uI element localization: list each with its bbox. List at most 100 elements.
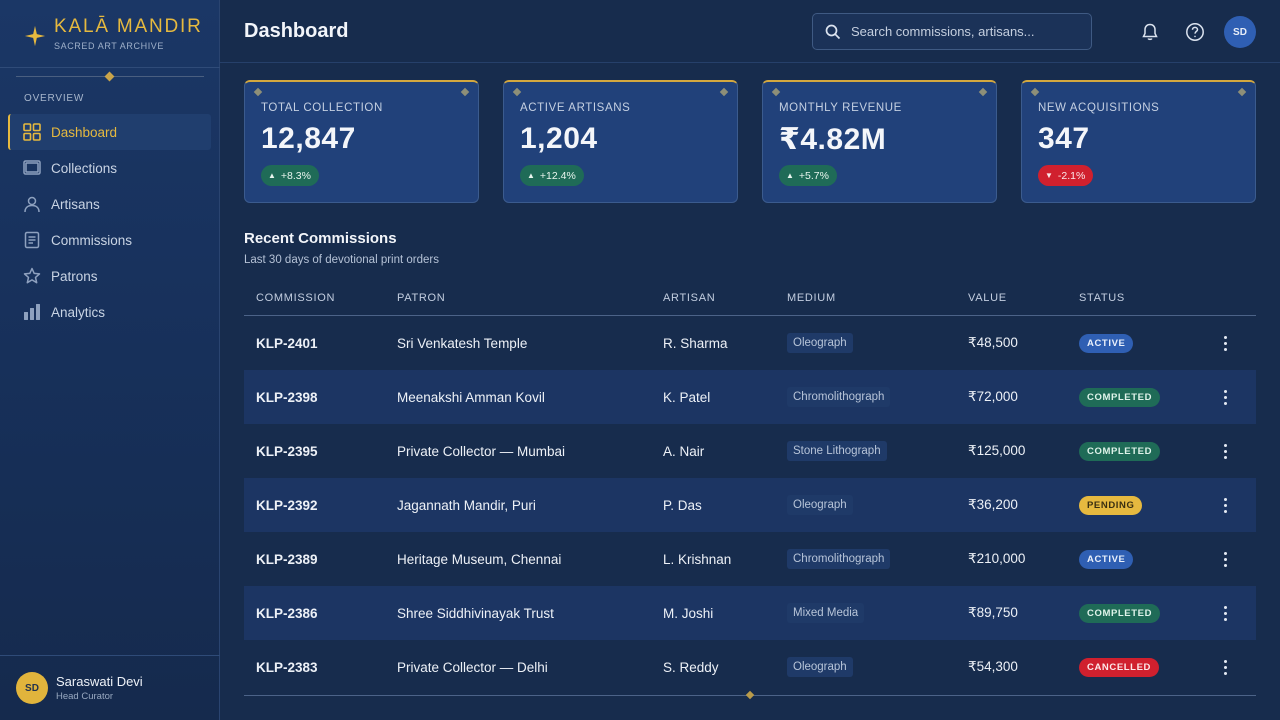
more-options-icon[interactable] xyxy=(1219,605,1231,621)
table-row[interactable]: KLP-2395 Private Collector — Mumbai A. N… xyxy=(244,424,1256,478)
artisan-name: A. Nair xyxy=(663,443,705,459)
divider xyxy=(0,67,220,68)
status-badge: COMPLETED xyxy=(1079,603,1161,623)
sidebar-item-commissions[interactable]: Commissions xyxy=(8,222,211,258)
sidebar-item-label: Artisans xyxy=(51,196,100,212)
medium-tag: Chromolithograph xyxy=(787,549,891,569)
commission-id: KLP-2395 xyxy=(256,443,318,459)
sidebar-item-label: Collections xyxy=(51,160,118,176)
stat-card-new-acquisitions[interactable]: NEW ACQUISITIONS 347 ▼ -2.1% xyxy=(1021,80,1256,203)
more-options-icon[interactable] xyxy=(1219,335,1231,351)
commission-id: KLP-2398 xyxy=(256,389,318,405)
commission-id: KLP-2401 xyxy=(256,335,318,351)
delta-badge: ▲ +8.3% xyxy=(261,165,319,186)
delta-badge: ▼ -2.1% xyxy=(1038,165,1094,186)
commission-id: KLP-2389 xyxy=(256,551,318,567)
patron-name: Private Collector — Mumbai xyxy=(397,443,566,459)
stat-label: ACTIVE ARTISANS xyxy=(520,102,631,114)
column-header-value[interactable]: VALUE xyxy=(968,291,1007,304)
more-options-icon[interactable] xyxy=(1219,551,1231,567)
status-badge: CANCELLED xyxy=(1079,657,1159,677)
nav-section-heading: OVERVIEW xyxy=(24,93,85,104)
artisan-name: L. Krishnan xyxy=(663,551,732,567)
sidebar-item-patrons[interactable]: Patrons xyxy=(8,258,211,294)
stat-card-active-artisans[interactable]: ACTIVE ARTISANS 1,204 ▲ +12.4% xyxy=(503,80,738,203)
column-header-medium[interactable]: MEDIUM xyxy=(787,291,836,304)
artisan-name: K. Patel xyxy=(663,389,711,405)
section-title: Recent Commissions xyxy=(244,230,397,247)
delta-value: +8.3% xyxy=(280,169,311,182)
more-options-icon[interactable] xyxy=(1219,389,1231,405)
brand-logo[interactable]: KALĀ MANDIR SACRED ART ARCHIVE xyxy=(24,16,203,51)
commission-value: ₹89,750 xyxy=(968,605,1018,620)
status-badge: COMPLETED xyxy=(1079,441,1161,461)
delta-badge: ▲ +5.7% xyxy=(779,165,837,186)
bar-chart-icon xyxy=(23,303,41,321)
help-icon[interactable] xyxy=(1185,22,1205,42)
artisan-name: S. Reddy xyxy=(663,659,719,675)
status-badge: COMPLETED xyxy=(1079,387,1161,407)
table-row[interactable]: KLP-2383 Private Collector — Delhi S. Re… xyxy=(244,640,1256,694)
status-badge: ACTIVE xyxy=(1079,333,1134,353)
table-row[interactable]: KLP-2389 Heritage Museum, Chennai L. Kri… xyxy=(244,532,1256,586)
commission-id: KLP-2392 xyxy=(256,497,318,513)
more-options-icon[interactable] xyxy=(1219,443,1231,459)
bell-icon[interactable] xyxy=(1140,22,1160,42)
delta-value: +5.7% xyxy=(798,169,829,182)
delta-value: -2.1% xyxy=(1057,169,1086,182)
divider xyxy=(220,62,1280,63)
delta-value: +12.4% xyxy=(539,169,576,182)
medium-tag: Oleograph xyxy=(787,495,853,515)
patron-name: Shree Siddhivinayak Trust xyxy=(397,605,554,621)
column-header-commission[interactable]: COMMISSION xyxy=(256,291,336,304)
sidebar-item-label: Dashboard xyxy=(51,124,118,140)
patron-name: Heritage Museum, Chennai xyxy=(397,551,562,567)
patron-name: Meenakshi Amman Kovil xyxy=(397,389,545,405)
sparkle-icon xyxy=(24,25,46,46)
table-row[interactable]: KLP-2401 Sri Venkatesh Temple R. Sharma … xyxy=(244,316,1256,370)
sidebar-item-collections[interactable]: Collections xyxy=(8,150,211,186)
sidebar-item-dashboard[interactable]: Dashboard xyxy=(8,114,211,150)
search-input[interactable] xyxy=(851,24,1091,39)
commission-value: ₹54,300 xyxy=(968,659,1018,674)
user-profile[interactable]: SD Saraswati Devi Head Curator xyxy=(16,672,143,704)
column-header-status[interactable]: STATUS xyxy=(1079,291,1125,304)
table-row[interactable]: KLP-2398 Meenakshi Amman Kovil K. Patel … xyxy=(244,370,1256,424)
more-options-icon[interactable] xyxy=(1219,497,1231,513)
more-options-icon[interactable] xyxy=(1219,659,1231,675)
commission-value: ₹72,000 xyxy=(968,389,1018,404)
arrow-up-icon: ▲ xyxy=(786,171,794,180)
search-box[interactable] xyxy=(812,13,1092,50)
brand-name: KALĀ MANDIR xyxy=(54,16,203,37)
commission-value: ₹48,500 xyxy=(968,335,1018,350)
sidebar-item-label: Commissions xyxy=(51,232,133,248)
patron-name: Sri Venkatesh Temple xyxy=(397,335,528,351)
status-badge: PENDING xyxy=(1079,495,1143,515)
frame-icon xyxy=(23,159,41,177)
avatar: SD xyxy=(16,672,48,704)
commission-value: ₹210,000 xyxy=(968,551,1026,566)
section-subtitle: Last 30 days of devotional print orders xyxy=(244,254,439,266)
table-row[interactable]: KLP-2392 Jagannath Mandir, Puri P. Das O… xyxy=(244,478,1256,532)
sidebar-item-analytics[interactable]: Analytics xyxy=(8,294,211,330)
column-header-patron[interactable]: PATRON xyxy=(397,291,446,304)
user-icon xyxy=(23,195,41,213)
grid-icon xyxy=(23,123,41,141)
commission-value: ₹36,200 xyxy=(968,497,1018,512)
sidebar-item-artisans[interactable]: Artisans xyxy=(8,186,211,222)
avatar[interactable]: SD xyxy=(1224,16,1256,48)
stat-card-monthly-revenue[interactable]: MONTHLY REVENUE ₹4.82M ▲ +5.7% xyxy=(762,80,997,203)
artisan-name: R. Sharma xyxy=(663,335,728,351)
stat-card-total-collection[interactable]: TOTAL COLLECTION 12,847 ▲ +8.3% xyxy=(244,80,479,203)
delta-badge: ▲ +12.4% xyxy=(520,165,584,186)
table-row[interactable]: KLP-2386 Shree Siddhivinayak Trust M. Jo… xyxy=(244,586,1256,640)
sidebar-item-label: Analytics xyxy=(51,304,106,320)
diamond-ornament-icon xyxy=(1237,87,1247,97)
patron-name: Private Collector — Delhi xyxy=(397,659,548,675)
arrow-up-icon: ▲ xyxy=(268,171,276,180)
commission-value: ₹125,000 xyxy=(968,443,1026,458)
diamond-ornament-icon xyxy=(719,87,729,97)
diamond-ornament-icon xyxy=(1030,87,1040,97)
column-header-artisan[interactable]: ARTISAN xyxy=(663,291,716,304)
stat-value: 12,847 xyxy=(261,122,356,155)
